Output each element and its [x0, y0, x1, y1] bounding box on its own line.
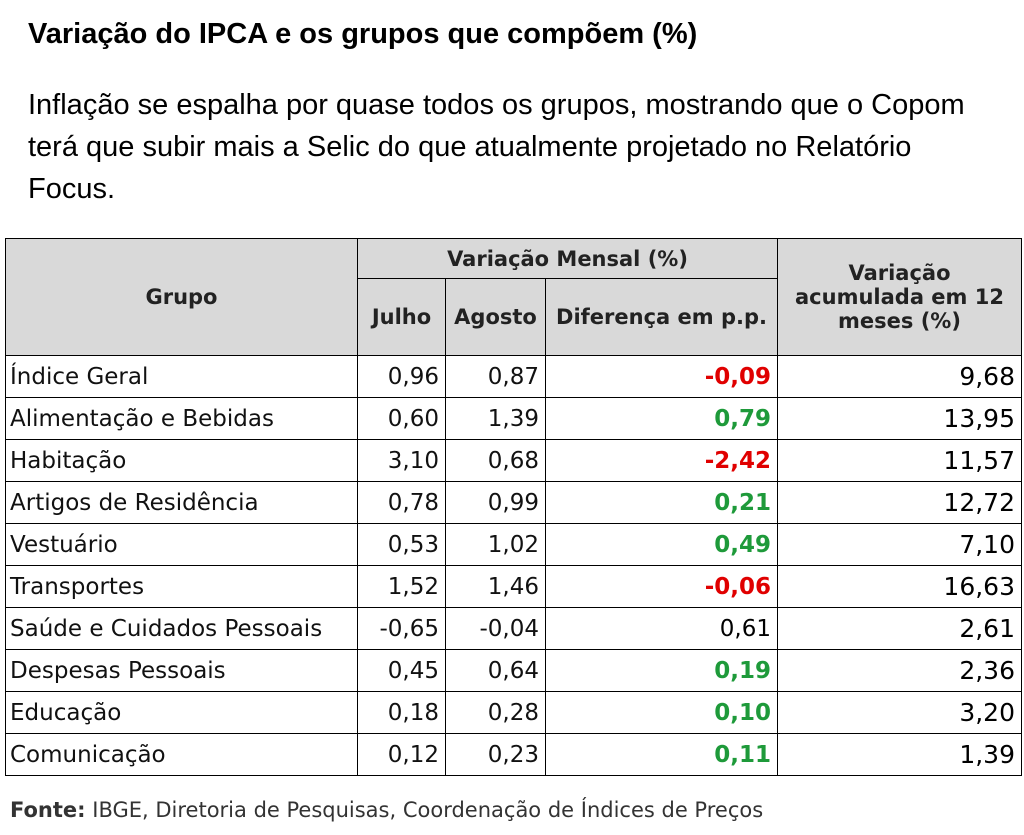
cell-accum: 12,72	[777, 481, 1022, 524]
cell-group: Saúde e Cuidados Pessoais	[5, 607, 358, 650]
table-row: Despesas Pessoais 0,45 0,64 0,19 2,36	[5, 649, 1022, 692]
ipca-table: Grupo Variação Mensal (%) Variação acumu…	[5, 238, 1022, 776]
cell-accum: 11,57	[777, 439, 1022, 482]
cell-accum: 2,36	[777, 649, 1022, 692]
cell-accum: 7,10	[777, 523, 1022, 566]
cell-group: Transportes	[5, 565, 358, 608]
table-row: Comunicação 0,12 0,23 0,11 1,39	[5, 733, 1022, 776]
cell-diff: -0,06	[545, 565, 778, 608]
cell-july: -0,65	[357, 607, 446, 650]
source-note: Fonte: IBGE, Diretoria de Pesquisas, Coo…	[10, 798, 763, 822]
cell-august: 0,23	[445, 733, 546, 776]
table-row: Transportes 1,52 1,46 -0,06 16,63	[5, 565, 1022, 608]
cell-diff: -0,09	[545, 355, 778, 398]
cell-august: 0,87	[445, 355, 546, 398]
header-july: Julho	[357, 278, 446, 356]
cell-diff: 0,10	[545, 691, 778, 734]
cell-august: 1,39	[445, 397, 546, 440]
cell-accum: 9,68	[777, 355, 1022, 398]
cell-july: 0,12	[357, 733, 446, 776]
cell-group: Índice Geral	[5, 355, 358, 398]
cell-accum: 13,95	[777, 397, 1022, 440]
cell-diff: 0,21	[545, 481, 778, 524]
cell-august: 1,02	[445, 523, 546, 566]
cell-accum: 16,63	[777, 565, 1022, 608]
cell-group: Comunicação	[5, 733, 358, 776]
cell-august: 1,46	[445, 565, 546, 608]
cell-group: Educação	[5, 691, 358, 734]
cell-diff: 0,11	[545, 733, 778, 776]
cell-accum: 2,61	[777, 607, 1022, 650]
table-row: Índice Geral 0,96 0,87 -0,09 9,68	[5, 355, 1022, 398]
cell-july: 0,45	[357, 649, 446, 692]
cell-august: -0,04	[445, 607, 546, 650]
cell-accum: 3,20	[777, 691, 1022, 734]
cell-group: Despesas Pessoais	[5, 649, 358, 692]
header-accum: Variação acumulada em 12 meses (%)	[777, 238, 1022, 356]
table-row: Vestuário 0,53 1,02 0,49 7,10	[5, 523, 1022, 566]
cell-july: 0,60	[357, 397, 446, 440]
cell-july: 3,10	[357, 439, 446, 482]
cell-group: Vestuário	[5, 523, 358, 566]
cell-august: 0,28	[445, 691, 546, 734]
table-row: Educação 0,18 0,28 0,10 3,20	[5, 691, 1022, 734]
cell-diff: 0,49	[545, 523, 778, 566]
page-title: Variação do IPCA e os grupos que compõem…	[28, 18, 698, 50]
cell-accum: 1,39	[777, 733, 1022, 776]
cell-july: 1,52	[357, 565, 446, 608]
page-subtitle: Inflação se espalha por quase todos os g…	[28, 89, 965, 205]
source-label: Fonte:	[10, 798, 86, 822]
cell-diff: 0,61	[545, 607, 778, 650]
table-row: Alimentação e Bebidas 0,60 1,39 0,79 13,95	[5, 397, 1022, 440]
header-diff: Diferença em p.p.	[545, 278, 778, 356]
cell-july: 0,96	[357, 355, 446, 398]
cell-group: Habitação	[5, 439, 358, 482]
table-row: Habitação 3,10 0,68 -2,42 11,57	[5, 439, 1022, 482]
header-monthly: Variação Mensal (%)	[357, 238, 778, 279]
cell-august: 0,64	[445, 649, 546, 692]
source-text: IBGE, Diretoria de Pesquisas, Coordenaçã…	[92, 798, 764, 822]
cell-diff: -2,42	[545, 439, 778, 482]
cell-august: 0,99	[445, 481, 546, 524]
cell-july: 0,53	[357, 523, 446, 566]
header-august: Agosto	[445, 278, 546, 356]
cell-diff: 0,19	[545, 649, 778, 692]
cell-july: 0,18	[357, 691, 446, 734]
cell-group: Alimentação e Bebidas	[5, 397, 358, 440]
cell-diff: 0,79	[545, 397, 778, 440]
cell-group: Artigos de Residência	[5, 481, 358, 524]
header-group: Grupo	[5, 238, 358, 356]
cell-july: 0,78	[357, 481, 446, 524]
table-row: Artigos de Residência 0,78 0,99 0,21 12,72	[5, 481, 1022, 524]
cell-august: 0,68	[445, 439, 546, 482]
table-row: Saúde e Cuidados Pessoais -0,65 -0,04 0,61 2…	[5, 607, 1022, 650]
